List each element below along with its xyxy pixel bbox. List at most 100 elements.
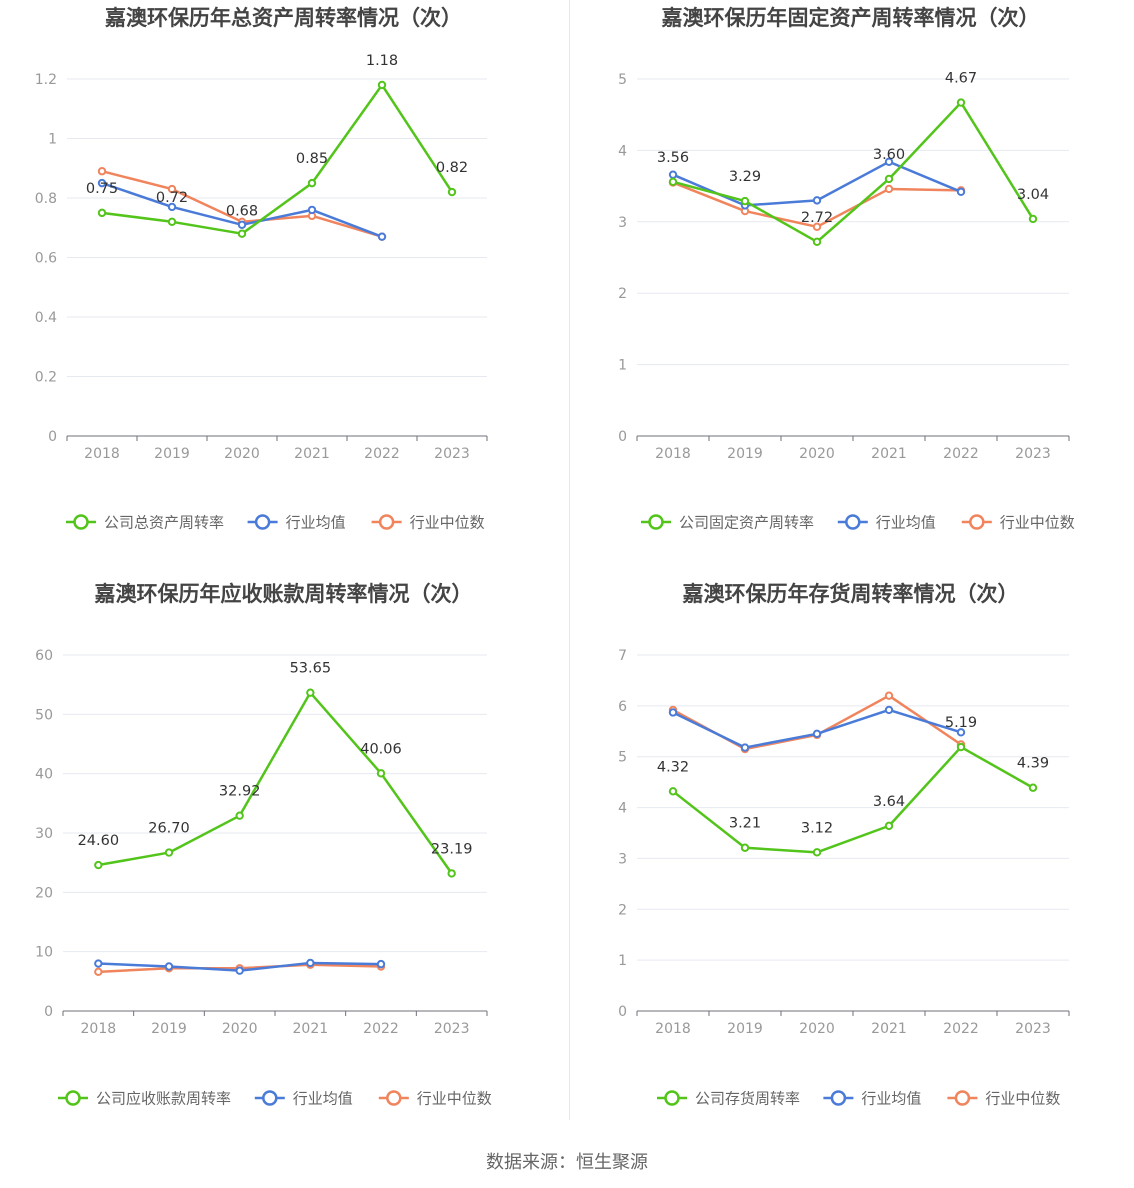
data-point-avg xyxy=(812,729,822,739)
data-label: 32.92 xyxy=(219,784,261,800)
y-tick-label: 60 xyxy=(35,648,53,664)
y-tick-label: 3 xyxy=(618,851,627,867)
chart-title: 嘉澳环保历年固定资产周转率情况（次） xyxy=(662,6,1040,30)
series-line-company xyxy=(672,745,1034,854)
data-label: 0.72 xyxy=(156,190,188,206)
y-tick-label: 1 xyxy=(618,953,627,969)
data-label: 4.67 xyxy=(945,71,977,87)
data-point-company xyxy=(447,187,457,197)
legend-label: 公司固定资产周转率 xyxy=(679,514,814,532)
data-point-company xyxy=(307,178,317,188)
x-tick-label: 2020 xyxy=(799,1021,835,1037)
data-point-avg xyxy=(884,157,894,167)
series-line-company xyxy=(672,101,1035,244)
x-tick-label: 2023 xyxy=(434,1021,470,1037)
data-point-avg xyxy=(94,959,103,968)
y-tick-label: 1.2 xyxy=(35,72,57,88)
data-point-median xyxy=(884,184,894,194)
data-point-company xyxy=(1028,214,1038,224)
x-tick-label: 2019 xyxy=(154,446,190,462)
legend-swatch-marker xyxy=(664,1090,680,1106)
data-label: 24.60 xyxy=(78,833,120,849)
series-line-company xyxy=(98,691,453,875)
legend-swatch-marker xyxy=(386,1090,402,1106)
chart-total-asset-turnover: 嘉澳环保历年总资产周转率情况（次） 0 0.2 0.4 0.6 0.8 1 1.2 2018 20… xyxy=(0,0,567,575)
y-tick-label: 0 xyxy=(44,1004,53,1020)
data-point-company xyxy=(377,80,387,90)
legend-swatch-marker xyxy=(254,514,271,530)
x-tick-label: 2019 xyxy=(151,1021,187,1037)
legend-swatch-marker xyxy=(830,1090,847,1106)
data-label: 3.21 xyxy=(729,816,761,832)
y-tick-label: 1 xyxy=(48,132,57,148)
legend-swatch-marker xyxy=(648,514,664,530)
data-point-avg xyxy=(668,708,678,717)
x-tick-label: 2020 xyxy=(222,1021,258,1037)
legend-label: 行业中位数 xyxy=(410,514,485,532)
panel-divider xyxy=(569,0,570,1120)
y-tick-label: 0 xyxy=(618,1004,627,1020)
data-label: 26.70 xyxy=(148,821,190,837)
data-point-company xyxy=(97,208,107,218)
data-label: 3.64 xyxy=(873,794,905,810)
data-point-avg xyxy=(377,232,387,241)
x-tick-label: 2021 xyxy=(871,1021,907,1037)
data-point-company xyxy=(376,769,386,778)
data-point-company xyxy=(164,848,174,857)
x-tick-label: 2018 xyxy=(84,446,120,462)
x-tick-label: 2023 xyxy=(1015,1021,1051,1037)
chart-title: 嘉澳环保历年存货周转率情况（次） xyxy=(683,582,1019,606)
data-point-company xyxy=(956,742,966,752)
data-label: 2.72 xyxy=(801,210,833,226)
data-point-company xyxy=(668,177,678,187)
data-label: 3.56 xyxy=(657,150,689,166)
data-label: 5.19 xyxy=(945,715,977,731)
data-point-company xyxy=(668,787,678,796)
chart-svg: 嘉澳环保历年存货周转率情况（次） 0 1 2 3 4 5 6 7 2018 2019 2020 2021… xyxy=(618,582,1070,1108)
data-label: 53.65 xyxy=(290,661,332,677)
y-tick-label: 2 xyxy=(618,286,627,302)
x-tick-label: 2018 xyxy=(81,1021,117,1037)
y-tick-label: 0 xyxy=(48,429,57,445)
data-label: 3.60 xyxy=(873,147,905,163)
data-point-avg xyxy=(97,178,107,188)
chart-svg: 嘉澳环保历年总资产周转率情况（次） 0 0.2 0.4 0.6 0.8 1 1.2 2018 20… xyxy=(35,6,488,532)
x-tick-label: 2020 xyxy=(224,446,260,462)
data-point-company xyxy=(812,237,822,246)
legend-label: 公司应收账款周转率 xyxy=(96,1090,231,1108)
data-label: 4.39 xyxy=(1017,756,1049,772)
legend-swatch-marker xyxy=(969,514,985,530)
x-tick-label: 2022 xyxy=(943,446,979,462)
chart-title: 嘉澳环保历年总资产周转率情况（次） xyxy=(105,6,462,30)
data-label: 3.04 xyxy=(1017,187,1049,203)
x-tick-label: 2019 xyxy=(727,446,763,462)
data-point-company xyxy=(812,848,822,857)
y-tick-label: 20 xyxy=(35,885,53,901)
y-tick-label: 0.4 xyxy=(35,310,57,326)
legend-label: 行业均值 xyxy=(861,1090,921,1108)
data-label: 0.68 xyxy=(226,204,258,220)
x-tick-label: 2022 xyxy=(363,1021,399,1037)
y-tick-label: 40 xyxy=(35,767,53,783)
legend-label: 行业中位数 xyxy=(417,1090,492,1108)
legend-swatch-marker xyxy=(954,1090,971,1106)
series-line-median xyxy=(672,694,962,751)
y-tick-label: 4 xyxy=(618,801,627,817)
y-tick-label: 10 xyxy=(35,945,53,961)
y-tick-label: 7 xyxy=(618,648,627,664)
chart-fixed-asset-turnover: 嘉澳环保历年固定资产周转率情况（次） 0 1 2 3 4 5 2018 2019 2020 2021… xyxy=(567,0,1134,575)
chart-inventory-turnover: 嘉澳环保历年存货周转率情况（次） 0 1 2 3 4 5 6 7 2018 2019 2020 2021… xyxy=(567,575,1134,1150)
x-tick-label: 2020 xyxy=(799,446,835,462)
x-tick-label: 2021 xyxy=(871,446,907,462)
y-tick-label: 4 xyxy=(618,143,627,159)
y-tick-label: 0.6 xyxy=(35,251,57,267)
data-label: 3.29 xyxy=(729,169,761,185)
legend-label: 行业中位数 xyxy=(985,1090,1060,1108)
data-point-company xyxy=(237,229,247,238)
data-label: 0.85 xyxy=(296,151,328,167)
data-label: 4.32 xyxy=(657,759,689,775)
data-point-company xyxy=(306,688,315,697)
data-point-company xyxy=(235,811,244,820)
legend-swatch-marker xyxy=(262,1090,278,1106)
data-label: 0.75 xyxy=(86,181,118,197)
